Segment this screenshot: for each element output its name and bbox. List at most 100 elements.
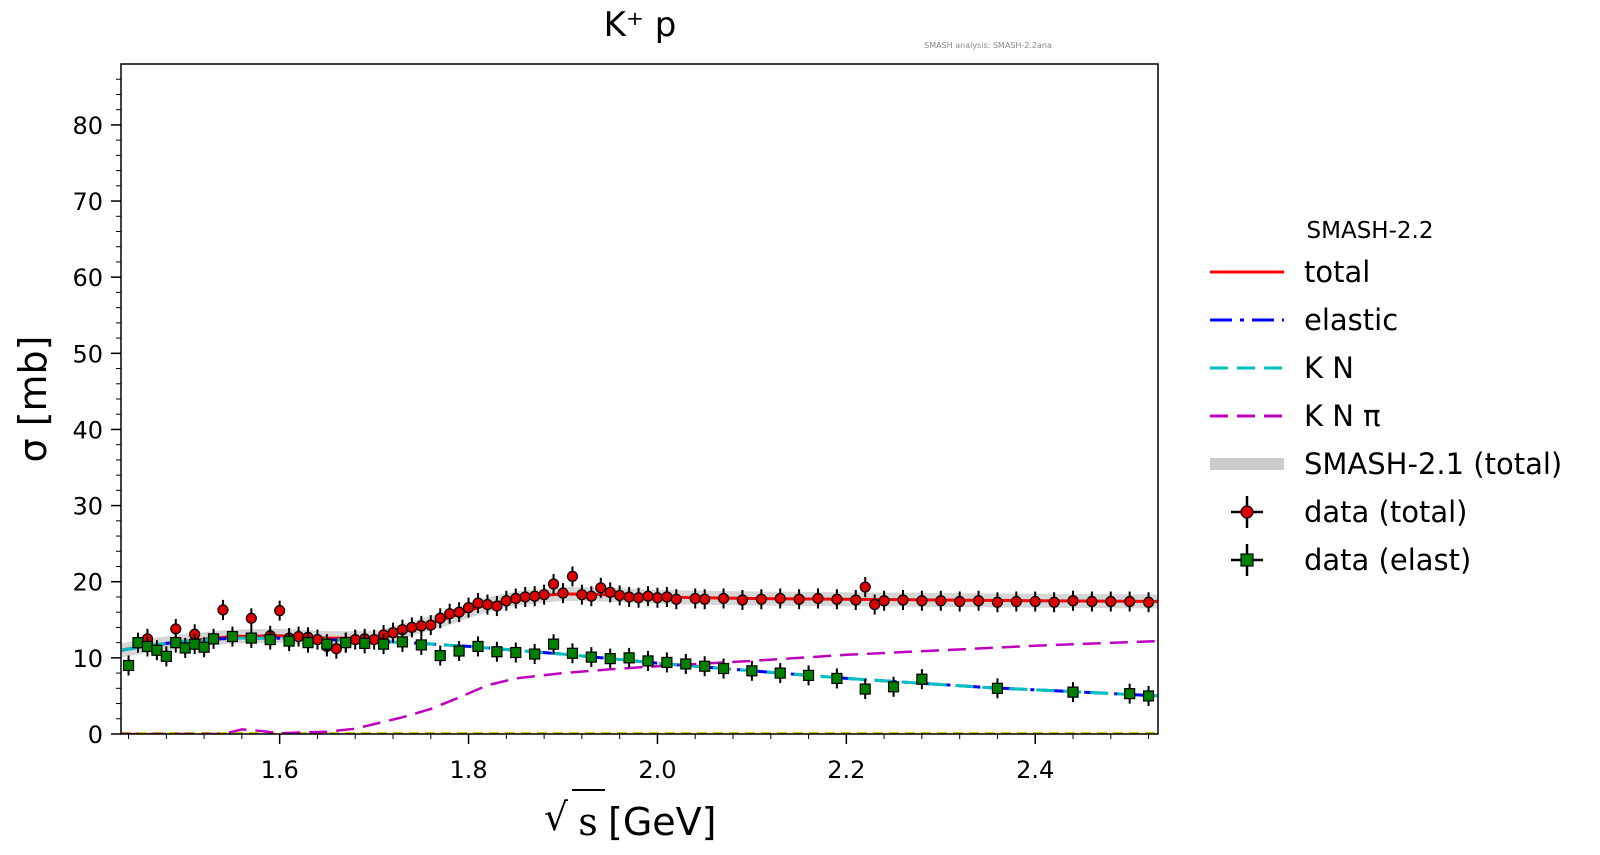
x-tick-label: 2.4 [1016,756,1054,784]
y-tick-label: 10 [72,645,103,673]
x-tick-label: 2.2 [827,756,865,784]
data-point-total [585,590,597,602]
data-point-elastic [396,636,409,648]
data-point-elastic [283,635,295,647]
data-point-total [651,592,664,604]
data-point-total [576,589,588,601]
data-point-total [547,578,560,590]
data-point-elastic [1067,686,1079,698]
data-point-total [614,589,626,602]
data-point-elastic [642,655,654,667]
data-point-elastic [226,630,239,643]
data-point-elastic [491,646,503,658]
data-point-elastic [302,637,314,649]
data-point-total [1048,596,1060,608]
data-point-total [1010,595,1022,608]
data-point-total [330,643,342,655]
data-point-elastic [510,646,522,659]
data-point-elastic [887,681,900,693]
data-point-total [462,602,475,614]
x-tick-label: 2.0 [638,756,676,784]
legend-swatch [1240,505,1254,519]
data-point-total [812,592,824,605]
data-point-elastic [585,651,597,663]
data-point-elastic [680,658,692,670]
data-point-total [406,621,418,634]
y-tick-label: 80 [72,112,103,140]
data-point-total [481,598,494,611]
data-point-total [519,591,531,603]
y-tick-label: 50 [72,340,103,368]
data-point-elastic [264,633,276,646]
y-tick-label: 70 [72,188,103,216]
data-point-elastic [859,683,871,695]
data-point-total [349,633,361,646]
data-point-total [491,600,503,612]
data-point-elastic [207,633,220,645]
data-point-total [878,595,890,607]
data-point-total [1067,595,1079,607]
data-point-total [670,593,682,605]
data-point-total [869,598,881,611]
data-point-elastic [1142,690,1155,702]
data-point-total [170,623,182,635]
x-axis-label-variable: s [578,800,598,844]
legend-swatch [1240,553,1254,567]
data-point-total [1105,595,1117,608]
data-point-elastic [198,641,210,653]
x-axis-label-root: √ [544,795,569,839]
data-point-elastic [245,632,257,644]
data-point-elastic [415,639,427,651]
data-point-total [595,582,607,594]
data-point-total [774,592,786,605]
data-point-total [717,592,730,605]
data-point-total [245,612,257,624]
data-point-elastic [802,669,815,681]
data-point-elastic [453,645,465,657]
data-point-total [632,592,645,604]
legend-entry: elastic [1304,303,1398,337]
data-point-total [793,593,805,605]
data-point-elastic [359,637,371,649]
data-point-elastic [179,642,191,654]
data-point-elastic [132,637,144,649]
y-tick-label: 30 [72,493,103,521]
data-point-total [916,595,928,607]
data-point-total [689,592,701,605]
legend-entry: SMASH-2.1 (total) [1304,447,1562,481]
y-tick-label: 60 [72,264,103,292]
data-point-elastic [1124,688,1136,700]
legend-entry: K N π [1304,399,1381,433]
data-point-total [604,586,616,598]
analysis-annotation: SMASH analysis: SMASH-2.2ana [924,41,1052,50]
data-point-total [1029,595,1041,608]
legend-title: SMASH-2.2 [1307,218,1434,244]
data-point-elastic [604,653,616,665]
data-point-elastic [831,672,843,685]
data-point-total [368,633,380,646]
data-point-total [387,627,399,639]
legend-entry: data (total) [1304,495,1467,529]
data-point-elastic [377,638,390,650]
y-tick-label: 40 [72,416,103,444]
data-point-total [415,620,427,632]
data-point-elastic [661,656,673,669]
data-point-elastic [529,648,541,660]
series-line [121,639,1158,734]
x-axis-label: √ s [GeV] [544,789,716,844]
data-point-total [425,619,437,631]
data-point-total [736,594,749,606]
data-point-total [566,570,579,582]
x-tick-label: 1.6 [261,756,299,784]
data-point-elastic [151,644,163,656]
data-point-elastic [321,638,333,650]
data-point-total [217,604,229,616]
y-axis-label: σ [mb] [11,336,55,463]
data-point-total [699,593,711,605]
data-point-total [1086,595,1098,608]
x-tick-label: 1.8 [449,756,487,784]
data-point-elastic [160,650,172,662]
data-point-total [453,606,465,618]
data-point-elastic [916,673,928,685]
data-point-elastic [141,640,154,653]
